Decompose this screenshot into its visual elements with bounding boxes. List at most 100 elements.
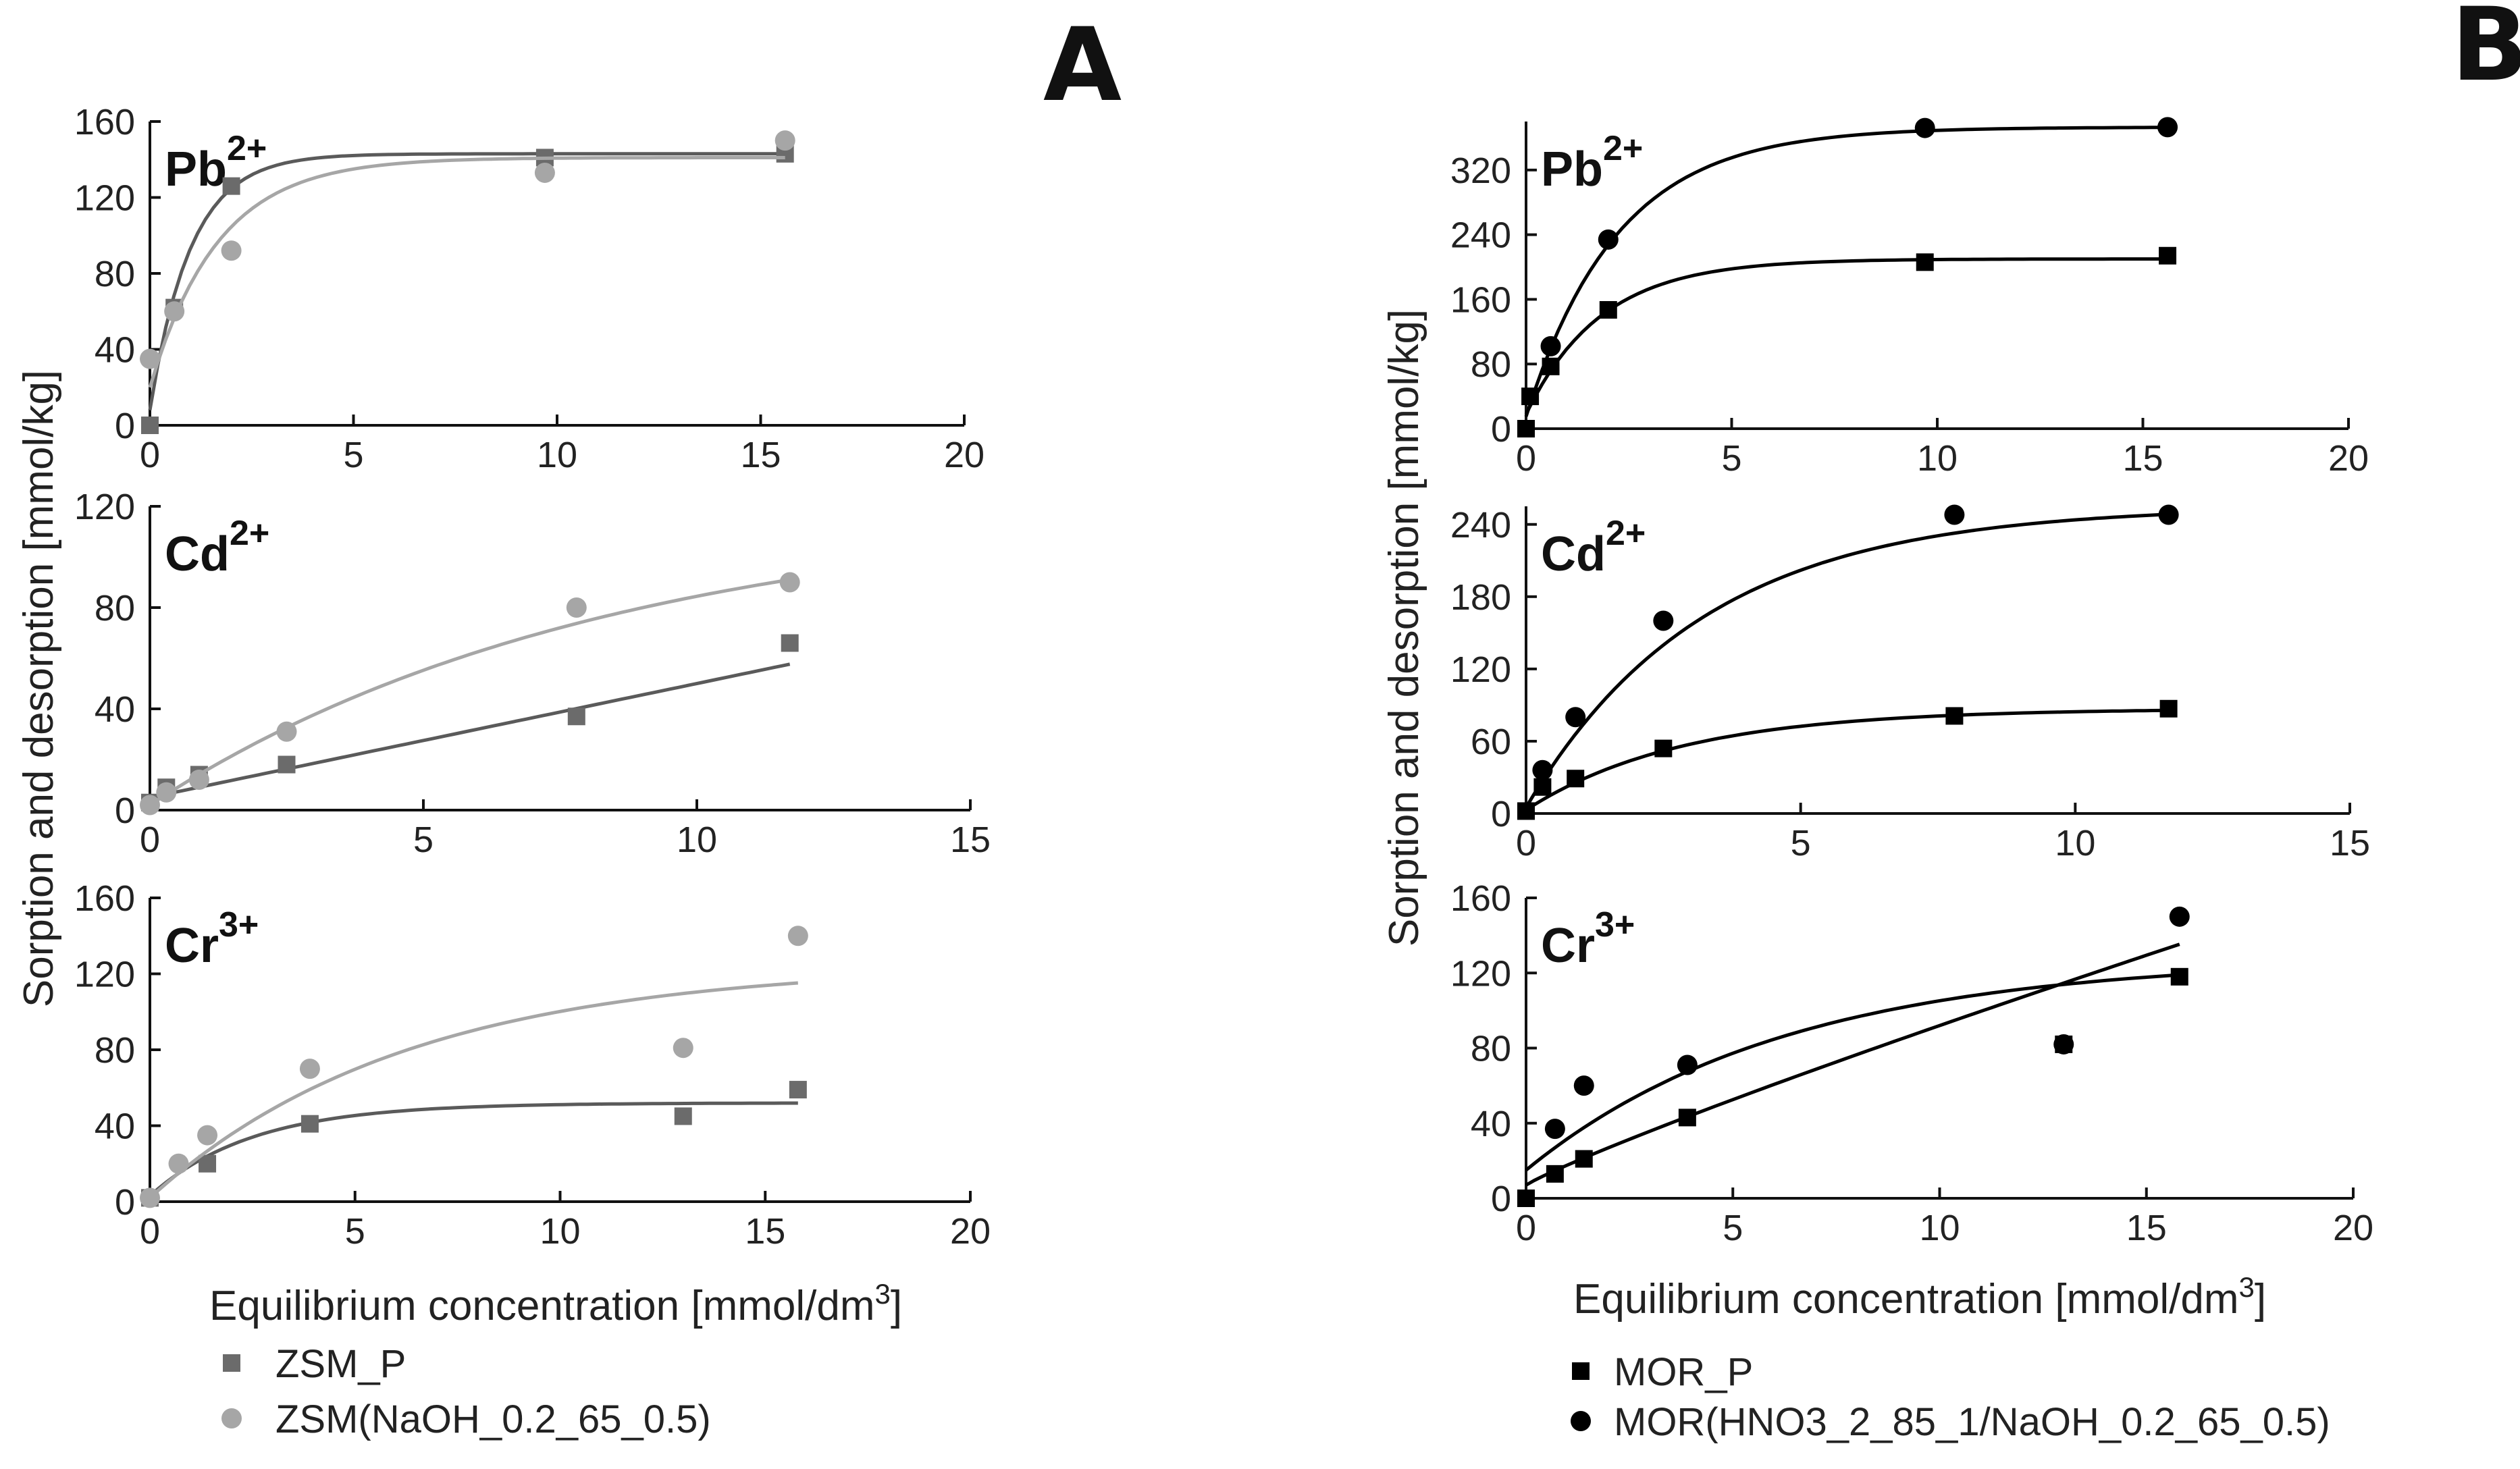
data-point-circle [1540,336,1561,356]
data-point-circle [156,782,177,803]
legend-marker-square [223,1354,240,1372]
fit-curve [149,578,791,807]
data-point-circle [566,597,587,618]
data-point-square [789,1081,807,1099]
y-tick-label: 40 [95,330,135,371]
x-tick-label: 15 [950,820,991,860]
y-tick-label: 120 [74,955,135,995]
data-point-circle [787,926,808,946]
ion-charge: 2+ [230,514,269,553]
chart-a-cd: 0 5 10 15 0 40 80 120 Cd2+ [74,487,991,860]
data-point-square [2159,246,2177,265]
data-point-circle [140,795,160,816]
y-tick-label: 160 [1450,878,1511,919]
y-tick-label: 0 [1491,409,1511,450]
ion-label: Cd2+ [165,514,269,581]
fit-curve [148,152,785,410]
data-point-square [1575,1150,1593,1168]
fit-curve [1524,512,2169,809]
data-point-circle [2053,1034,2074,1054]
data-point-circle [2157,117,2178,138]
panel-letter-a: A [1043,7,1122,124]
x-tick-label: 10 [540,1211,580,1252]
ion-label: Cd2+ [1541,514,1646,581]
y-axis-title-a: Sorption and desorption [mmol/kg] [16,370,62,1007]
data-point-circle [221,240,242,261]
x-tick-label: 10 [537,435,577,475]
y-tick-label: 320 [1450,151,1511,191]
fit-curve [148,156,785,388]
data-point-circle [1532,759,1553,780]
x-axis-title-a: Equilibrium concentration [mmol/dm3] [209,1278,902,1329]
x-tick-label: 5 [1791,823,1811,863]
y-tick-label: 0 [115,1182,135,1223]
x-tick-label: 15 [2330,823,2370,863]
y-tick-label: 0 [1491,1179,1511,1219]
data-point-circle [299,1059,320,1079]
data-point-square [222,177,240,195]
y-tick-label: 120 [74,487,135,527]
x-tick-label: 5 [413,820,434,860]
data-point-circle [1677,1054,1698,1075]
data-point-square [141,417,159,434]
fit-curve [149,981,798,1200]
data-point-square [1678,1109,1696,1127]
y-axis-title-b: Sorption and desorption [mmol/kg] [1381,309,1427,946]
chart-area: 0 5 10 15 20 0 40 80 120 160 Pb2+ 0 5 10 15 0 40 80 120 Cd2… [74,102,2373,1252]
x-tick-label: 20 [944,435,985,475]
panel-letter-b: B [2451,0,2520,104]
data-point-square [567,707,585,726]
y-tick-label: 80 [1471,344,1511,385]
y-tick-label: 160 [74,102,135,142]
data-point-square [2159,699,2178,718]
data-point-square [1517,1190,1535,1207]
data-point-circle [779,572,800,593]
x-tick-label: 0 [140,435,160,475]
y-tick-label: 120 [1450,953,1511,994]
y-tick-label: 240 [1450,215,1511,256]
y-tick-label: 80 [95,254,135,294]
y-tick-label: 80 [1471,1029,1511,1069]
legend-marker-square [1572,1362,1590,1380]
y-tick-label: 40 [95,689,135,730]
data-point-square [1945,707,1964,725]
x-axis-title-b: Equilibrium concentration [mmol/dm3] [1573,1271,2266,1323]
chart-b-cr: 0 5 10 15 20 0 40 80 120 160 Cr3+ [1450,878,2373,1248]
fit-curve [149,1101,798,1198]
data-point-circle [276,721,297,742]
x-tick-label: 0 [140,820,160,860]
data-point-circle [1544,1119,1565,1140]
chart-b-pb: 0 5 10 15 20 0 80 160 240 320 Pb2+ [1450,117,2369,479]
data-point-circle [1573,1075,1594,1096]
data-point-square [1517,420,1535,437]
ion-charge: 3+ [1595,905,1635,944]
x-tick-label: 15 [740,435,781,475]
data-point-square [278,755,296,774]
x-tick-label: 5 [345,1211,365,1252]
x-tick-label: 20 [2333,1208,2373,1248]
fit-curve [1525,942,2180,1187]
ion-label: Pb2+ [165,129,267,196]
data-point-square [1567,770,1585,788]
y-tick-label: 0 [1491,794,1511,834]
data-point-square [1599,300,1617,319]
x-tick-label: 5 [1721,438,1741,479]
x-tick-label: 0 [1516,823,1536,863]
x-tick-label: 15 [745,1211,785,1252]
legend-marker-circle [221,1408,242,1428]
legend-label-mor-p: MOR_P [1614,1350,1753,1394]
ion-charge: 3+ [219,905,259,944]
ion-label: Pb2+ [1541,129,1643,196]
y-tick-label: 180 [1450,577,1511,618]
chart-a-pb: 0 5 10 15 20 0 40 80 120 160 Pb2+ [74,102,985,475]
data-point-circle [673,1038,693,1059]
data-point-circle [197,1125,218,1146]
data-point-square [781,634,799,652]
y-tick-label: 120 [1450,649,1511,690]
y-tick-label: 40 [1471,1104,1511,1144]
legend-label-mor-hno3: MOR(HNO3_2_85_1/NaOH_0.2_65_0.5) [1614,1400,2330,1444]
x-tick-label: 15 [2126,1208,2167,1248]
x-tick-label: 15 [2122,438,2163,479]
data-point-circle [1653,610,1674,631]
